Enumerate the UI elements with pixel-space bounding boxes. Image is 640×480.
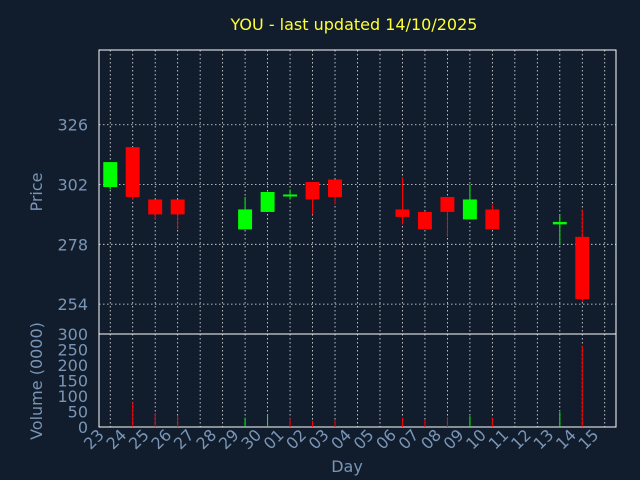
volume-tick-label: 100	[57, 387, 88, 406]
x-axis-label: Day	[331, 457, 363, 476]
volume-tick-label: 0	[78, 418, 88, 437]
candle-body	[148, 199, 163, 215]
price-tick-label: 302	[57, 176, 88, 195]
candle-body	[395, 209, 410, 217]
candle-body	[440, 196, 455, 212]
chart-title: YOU - last updated 14/10/2025	[230, 15, 478, 34]
candle-body	[260, 192, 275, 212]
candle-body	[575, 236, 590, 300]
candle-body	[485, 209, 500, 230]
volume-panel-frame	[98, 333, 617, 428]
volume-tick-label: 150	[57, 372, 88, 391]
candle-body	[328, 179, 342, 197]
price-tick-label: 254	[57, 295, 88, 314]
price-tick-label: 326	[57, 116, 88, 135]
candle-body	[170, 199, 185, 215]
candle-body	[305, 182, 320, 200]
volume-tick-label: 50	[68, 403, 88, 422]
candle-body	[125, 147, 140, 197]
candle-body	[462, 199, 477, 220]
candle-body	[238, 209, 253, 230]
candle-body	[417, 211, 432, 230]
volume-axis-label: Volume (0000)	[27, 322, 46, 440]
candle-body	[103, 162, 118, 188]
volume-tick-label: 300	[57, 325, 88, 344]
x-tick-label: 15	[575, 425, 603, 453]
price-tick-label: 278	[57, 235, 88, 254]
candle-body	[283, 194, 298, 197]
price-axis-label: Price	[27, 172, 46, 211]
candle-body	[552, 221, 567, 225]
volume-tick-label: 250	[57, 341, 88, 360]
volume-tick-label: 200	[57, 356, 88, 375]
